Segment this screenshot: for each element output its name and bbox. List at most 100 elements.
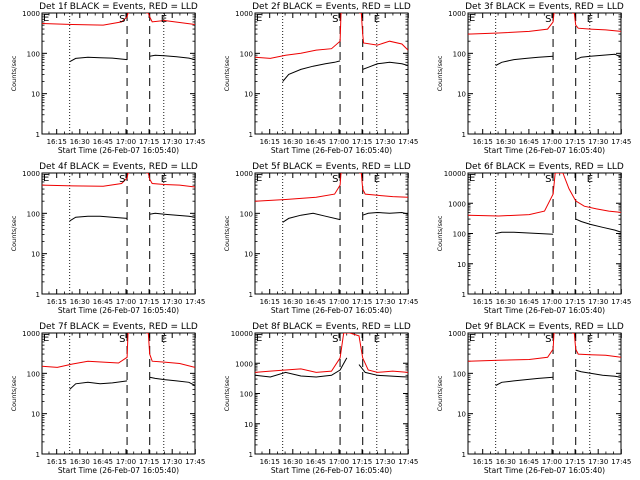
x-axis-label: Start Time (26-Feb-07 16:05:40) [271,466,392,475]
y-tick-label: 10 [31,411,40,419]
series-events-line [282,212,341,223]
series-lld-line [42,173,130,187]
plot-frame [41,12,196,135]
series-lld-line [146,13,195,25]
x-tick-label: 16:15 [473,138,493,146]
marker-s: S [545,14,551,25]
series-lld-line [468,333,556,362]
x-tick-label: 16:15 [260,138,280,146]
x-axis-label: Start Time (26-Feb-07 16:05:40) [484,466,605,475]
series-lld-line [146,173,195,188]
x-tick-label: 17:30 [162,458,182,466]
x-tick-label: 16:30 [70,298,90,306]
y-tick-label: 1 [36,291,40,299]
x-axis-label: Start Time (26-Feb-07 16:05:40) [58,306,179,315]
marker-e-left: E [43,13,49,24]
marker-e-left: E [43,173,49,184]
marker-s: S [545,334,551,345]
marker-s: S [119,334,125,345]
y-tick-label: 1 [462,291,466,299]
y-tick-label: 1000 [235,170,253,178]
x-axis-label: Start Time (26-Feb-07 16:05:40) [484,146,605,155]
y-tick-label: 100 [27,370,40,378]
x-tick-label: 16:45 [306,298,326,306]
panel-det-2f: 1 10 100 1000 16:15 16:30 16:45 17:00 17:15 17:30… [223,2,418,155]
series-events-line [575,218,621,233]
marker-e-right: E [587,14,593,25]
y-tick-label: 10000 [231,330,253,338]
marker-e-left: E [469,13,475,24]
y-axis-label: Counts/sec [223,215,231,251]
panel-title: Det 3f BLACK = Events, RED = LLD [465,2,624,12]
x-tick-label: 17:15 [139,138,159,146]
series-lld-line [255,333,350,373]
y-tick-label: 10 [31,251,40,259]
x-axis-label: Start Time (26-Feb-07 16:05:40) [271,306,392,315]
x-tick-label: 16:30 [496,138,516,146]
series-lld-line [359,173,408,198]
series-lld-line [255,13,343,59]
series-events-line [495,231,554,235]
x-tick-label: 17:45 [398,298,418,306]
y-tick-label: 1 [36,131,40,139]
y-axis-label: Counts/sec [436,55,444,91]
marker-e-right: E [161,334,167,345]
x-tick-label: 17:30 [588,138,608,146]
series-lld-line [42,333,130,368]
x-tick-label: 16:15 [260,458,280,466]
panel-det-1f: 1 10 100 1000 16:15 16:30 16:45 17:00 17:15 17:30… [10,2,205,155]
series-events-line [362,61,408,70]
y-tick-label: 100 [27,50,40,58]
x-tick-label: 16:15 [260,298,280,306]
y-tick-label: 10 [457,91,466,99]
x-tick-label: 16:30 [283,458,303,466]
y-tick-label: 100 [240,391,253,399]
marker-e-right: E [161,174,167,185]
x-tick-label: 17:30 [588,458,608,466]
marker-e-right: E [374,174,380,185]
y-axis-label: Counts/sec [223,55,231,91]
x-tick-label: 17:15 [139,458,159,466]
x-tick-label: 17:30 [162,298,182,306]
series-events-line [495,55,554,66]
y-tick-label: 1 [36,451,40,459]
marker-s: S [545,174,551,185]
series-lld-line [349,333,408,373]
y-tick-label: 100 [240,210,253,218]
y-tick-label: 10 [244,91,253,99]
panel-det-8f: 1 10 100 1000 10000 16:15 16:30 16:45 17:00 17:15… [223,322,418,475]
x-tick-label: 16:30 [70,458,90,466]
x-tick-label: 16:15 [473,298,493,306]
y-tick-label: 1000 [448,10,466,18]
x-tick-label: 17:30 [375,298,395,306]
plot-frame [254,332,409,455]
x-tick-label: 16:45 [93,458,113,466]
x-tick-label: 17:30 [375,138,395,146]
marker-e-left: E [469,333,475,344]
x-axis-label: Start Time (26-Feb-07 16:05:40) [58,466,179,475]
marker-s: S [119,174,125,185]
marker-e-right: E [587,334,593,345]
y-axis-label: Counts/sec [10,55,18,91]
series-lld-line [359,13,408,51]
x-tick-label: 16:30 [496,458,516,466]
series-lld-line [146,333,195,368]
y-tick-label: 1 [249,131,253,139]
y-tick-label: 10 [244,251,253,259]
y-axis-label: Counts/sec [223,375,231,411]
x-tick-label: 17:00 [329,138,349,146]
x-tick-label: 16:30 [496,298,516,306]
x-tick-label: 16:45 [306,458,326,466]
x-axis-label: Start Time (26-Feb-07 16:05:40) [271,146,392,155]
panel-title: Det 6f BLACK = Events, RED = LLD [465,162,624,172]
x-tick-label: 17:00 [542,138,562,146]
y-tick-label: 1000 [22,10,40,18]
x-tick-label: 16:45 [519,138,539,146]
x-tick-label: 16:15 [47,138,67,146]
panel-title: Det 1f BLACK = Events, RED = LLD [39,2,198,12]
y-tick-label: 1000 [448,200,466,208]
y-tick-label: 100 [453,231,466,239]
series-events-line [575,53,621,61]
series-lld-line [468,173,563,217]
